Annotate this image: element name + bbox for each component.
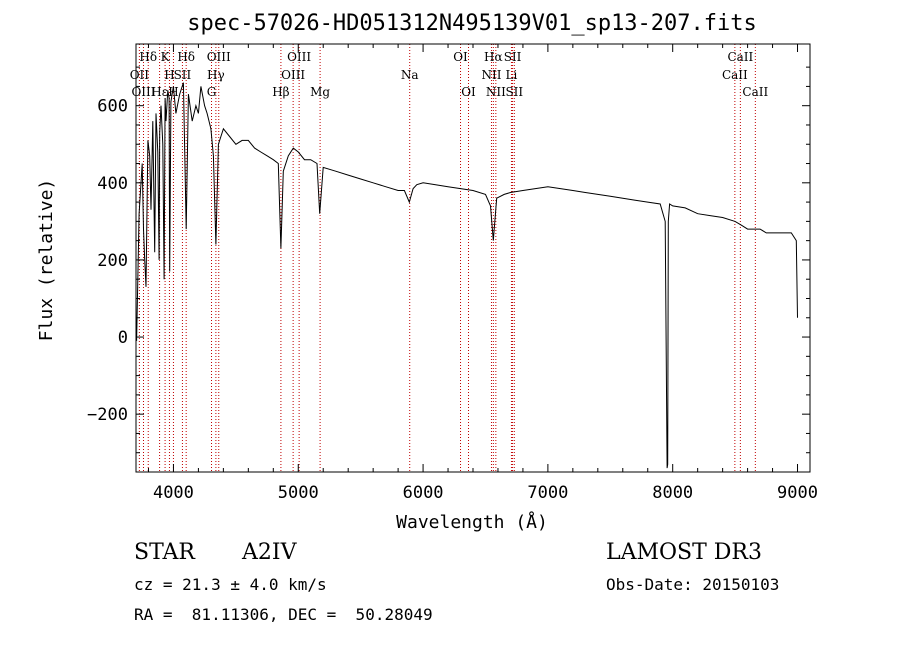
spectral-line-label: CaII: [722, 68, 748, 82]
survey-name: LAMOST DR3: [606, 540, 762, 565]
spectral-line-label: SII: [174, 68, 192, 82]
spectral-line-label: SII: [505, 85, 523, 99]
x-tick-label: 9000: [777, 483, 818, 503]
spectral-line-label: NII: [481, 68, 501, 82]
spectral-line-label: Hδ: [177, 50, 195, 64]
object-type: STAR: [134, 540, 195, 565]
spectral-line-label: NII: [486, 85, 506, 99]
x-tick-label: 4000: [153, 483, 194, 503]
spectral-line-label: SII: [504, 50, 522, 64]
spectral-line-label: Hα: [484, 50, 503, 64]
spectral-line-label: CaII: [727, 50, 753, 64]
spectral-line-label: OI: [453, 50, 468, 64]
spectral-line-label: H: [164, 68, 174, 82]
x-tick-label: 8000: [652, 483, 693, 503]
spectral-line-label: OI: [461, 85, 476, 99]
x-tick-label: 6000: [403, 483, 444, 503]
spectral-line-label: OIII: [281, 68, 305, 82]
coordinates: RA = 81.11306, DEC = 50.28049: [134, 605, 433, 624]
spectral-line-markers: [138, 44, 756, 472]
spectral-line-label: Hγ: [207, 68, 225, 82]
spectral-line-label: Hε: [151, 85, 168, 99]
plot-frame: [135, 43, 811, 473]
spectral-line-label: K: [161, 50, 171, 64]
spectral-line-label: Hβ: [272, 85, 289, 99]
chart-title: spec-57026-HD051312N495139V01_sp13-207.f…: [187, 11, 757, 36]
y-tick-label: 400: [97, 174, 128, 194]
spectral-line-label: OIII: [131, 85, 155, 99]
y-tick-label: −200: [87, 405, 128, 425]
y-tick-label: 600: [97, 97, 128, 117]
spectral-line-label: OIII: [207, 50, 231, 64]
spectral-line-label: OIII: [287, 50, 311, 64]
y-tick-label: 200: [97, 251, 128, 271]
spectral-line-label: Na: [401, 68, 419, 82]
axis-ticks: 4000 5000 6000 7000 8000 9000 −200 0 200 400 600: [87, 44, 818, 503]
y-tick-label: 0: [118, 328, 128, 348]
spectral-line-label: H: [168, 85, 178, 99]
x-tick-label: 5000: [278, 483, 319, 503]
series-layer: [135, 82, 798, 469]
redshift-cz: cz = 21.3 ± 4.0 km/s: [134, 575, 327, 594]
spectrum-line: [135, 82, 798, 469]
spectral-line-label: OII: [130, 68, 150, 82]
spectral-line-label: Li: [506, 68, 518, 82]
x-tick-label: 7000: [527, 483, 568, 503]
x-axis-label: Wavelength (Å): [396, 511, 548, 533]
spectral-line-label: CaII: [742, 85, 768, 99]
spectral-line-label: Hδ: [139, 50, 157, 64]
spectral-line-label: G: [207, 85, 217, 99]
observation-date: Obs-Date: 20150103: [606, 575, 780, 594]
object-subclass: A2IV: [242, 540, 297, 565]
y-axis-label: Flux (relative): [36, 179, 57, 342]
spectral-line-label: Mg: [310, 85, 330, 99]
